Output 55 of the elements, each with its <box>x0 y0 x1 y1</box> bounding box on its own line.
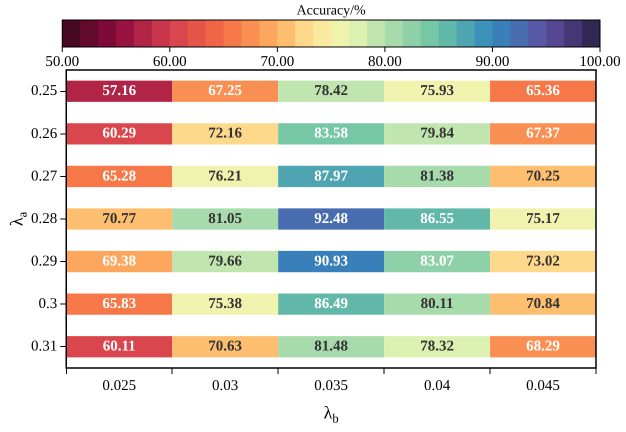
x-tick-label: 0.04 <box>424 378 451 394</box>
data-label: 75.38 <box>208 296 242 312</box>
data-label: 78.42 <box>314 83 348 100</box>
data-label: 72.16 <box>208 126 243 142</box>
data-label: 87.97 <box>314 168 348 184</box>
data-label: 70.84 <box>526 296 560 312</box>
data-label: 86.55 <box>420 210 454 227</box>
data-label: 79.66 <box>208 253 243 270</box>
data-label: 78.32 <box>420 338 454 355</box>
data-label: 75.17 <box>526 210 560 227</box>
data-label: 65.28 <box>102 168 136 184</box>
y-axis-title: λa <box>6 211 30 226</box>
data-label: 65.36 <box>526 83 560 100</box>
y-tick-label: 0.26 <box>31 126 58 142</box>
data-label: 65.83 <box>102 296 136 312</box>
data-label: 75.93 <box>420 83 454 100</box>
data-label: 70.63 <box>208 338 242 355</box>
data-label: 70.77 <box>102 210 137 227</box>
y-tick-label: 0.29 <box>31 254 58 270</box>
data-label: 76.21 <box>208 168 242 184</box>
data-label: 81.05 <box>208 210 242 227</box>
x-tick-label: 0.035 <box>314 378 348 394</box>
data-label: 83.58 <box>314 126 348 142</box>
data-label: 81.38 <box>420 168 454 184</box>
x-tick-label: 0.025 <box>102 378 136 394</box>
data-label: 86.49 <box>314 296 348 312</box>
y-tick-label: 0.31 <box>31 338 58 355</box>
data-label: 81.48 <box>314 338 348 355</box>
data-label: 90.93 <box>314 253 348 270</box>
data-label: 60.11 <box>102 338 136 355</box>
data-label: 67.25 <box>208 83 242 100</box>
data-label: 92.48 <box>314 210 348 227</box>
data-label: 69.38 <box>102 253 136 270</box>
color-bar-label: 60.00 <box>152 54 187 70</box>
data-label: 79.84 <box>420 126 454 142</box>
color-bar-label: 50.00 <box>45 54 80 70</box>
data-label: 68.29 <box>526 338 560 355</box>
x-tick-label: 0.045 <box>526 378 560 394</box>
color-bar-label: 80.00 <box>368 54 402 70</box>
data-label: 70.25 <box>526 168 560 184</box>
x-tick-label: 0.03 <box>212 378 238 394</box>
y-tick-label: 0.28 <box>31 210 58 227</box>
data-label: 60.29 <box>102 126 136 142</box>
data-label: 73.02 <box>526 253 560 270</box>
data-label: 67.37 <box>526 126 560 142</box>
y-tick-label: 0.3 <box>38 296 58 312</box>
data-label: 57.16 <box>102 83 137 100</box>
data-label: 83.07 <box>420 253 454 270</box>
y-tick-label: 0.27 <box>31 168 58 184</box>
data-label: 80.11 <box>420 296 454 312</box>
color-bar-label: 70.00 <box>260 54 294 70</box>
y-tick-label: 0.25 <box>31 83 58 100</box>
color-bar-label: 90.00 <box>476 54 510 70</box>
color-bar-title: Accuracy/% <box>296 4 366 19</box>
color-bar-label: 100.00 <box>579 54 621 70</box>
